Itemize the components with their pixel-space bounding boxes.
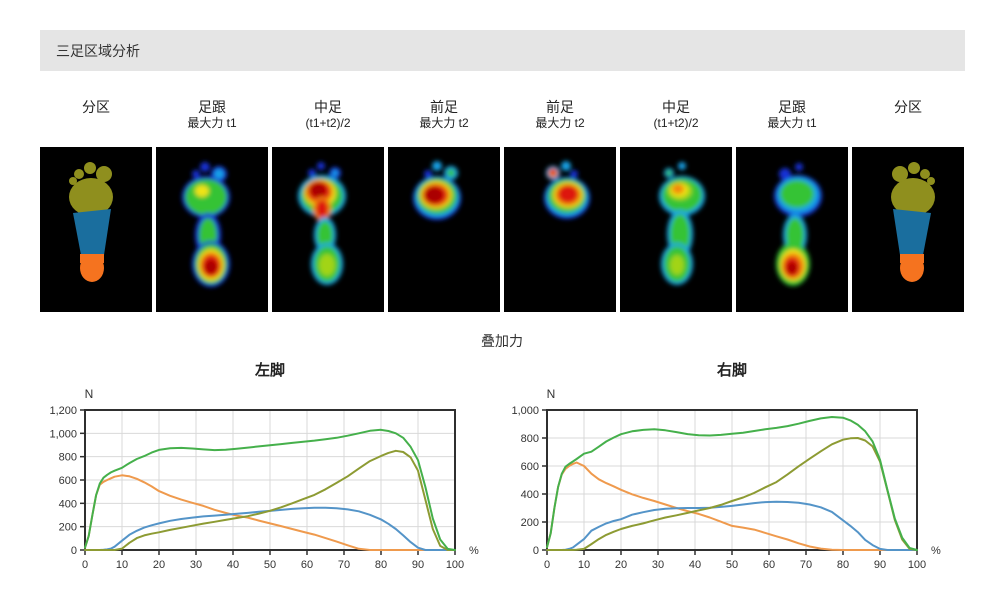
svg-text:30: 30 bbox=[652, 559, 664, 571]
svg-text:%: % bbox=[931, 545, 941, 557]
svg-text:200: 200 bbox=[59, 522, 77, 534]
foot-column-forefoot-left: 前足 最大力 t2 bbox=[388, 98, 500, 312]
foot-column-zones-right: 分区 bbox=[852, 98, 964, 312]
svg-text:200: 200 bbox=[521, 517, 539, 529]
foot-column-heel-right: 足跟 最大力 t1 bbox=[736, 98, 848, 312]
pressure-map-forefoot-left bbox=[388, 147, 500, 312]
svg-text:50: 50 bbox=[264, 559, 276, 571]
pressure-map-heel-left bbox=[156, 147, 268, 312]
svg-text:%: % bbox=[469, 545, 479, 557]
svg-text:50: 50 bbox=[726, 559, 738, 571]
section-header: 三足区域分析 bbox=[40, 30, 965, 71]
svg-text:30: 30 bbox=[190, 559, 202, 571]
foot-column-forefoot-right: 前足 最大力 t2 bbox=[504, 98, 616, 312]
svg-text:40: 40 bbox=[689, 559, 701, 571]
svg-text:80: 80 bbox=[837, 559, 849, 571]
svg-text:80: 80 bbox=[375, 559, 387, 571]
pressure-map-forefoot-right bbox=[504, 147, 616, 312]
svg-text:100: 100 bbox=[446, 559, 464, 571]
foot-column-midfoot-left: 中足 (t1+t2)/2 bbox=[272, 98, 384, 312]
zone-map-left bbox=[40, 147, 152, 312]
page-title: 三足区域分析 bbox=[56, 42, 140, 59]
chart-title-right-foot: 右脚 bbox=[716, 362, 747, 379]
pressure-map-midfoot-left bbox=[272, 147, 384, 312]
svg-text:1,000: 1,000 bbox=[511, 405, 539, 417]
svg-text:10: 10 bbox=[116, 559, 128, 571]
foot-column-subtitle bbox=[852, 116, 964, 132]
force-chart-right-foot: 0 200 400 600 800 1,000 0 10 20 30 40 50 60 70 80 90 100… bbox=[511, 387, 941, 571]
foot-column-title: 前足 bbox=[546, 99, 574, 115]
foot-column-subtitle bbox=[40, 116, 152, 132]
svg-text:90: 90 bbox=[412, 559, 424, 571]
foot-column-subtitle: (t1+t2)/2 bbox=[305, 116, 351, 130]
svg-text:20: 20 bbox=[615, 559, 627, 571]
svg-text:20: 20 bbox=[153, 559, 165, 571]
svg-text:60: 60 bbox=[301, 559, 313, 571]
svg-text:0: 0 bbox=[71, 545, 77, 557]
foot-column-title: 足跟 bbox=[198, 99, 226, 115]
svg-text:400: 400 bbox=[59, 498, 77, 510]
foot-column-subtitle: (t1+t2)/2 bbox=[653, 116, 699, 130]
foot-column-subtitle: 最大力 t2 bbox=[535, 116, 585, 130]
svg-text:600: 600 bbox=[59, 475, 77, 487]
foot-column-heel-left: 足跟 最大力 t1 bbox=[156, 98, 268, 312]
svg-text:70: 70 bbox=[800, 559, 812, 571]
svg-text:N: N bbox=[85, 387, 94, 401]
zone-map-right bbox=[852, 147, 964, 312]
foot-column-midfoot-right: 中足 (t1+t2)/2 bbox=[620, 98, 732, 312]
foot-column-title: 前足 bbox=[430, 99, 458, 115]
svg-text:0: 0 bbox=[544, 559, 550, 571]
foot-column-title: 分区 bbox=[82, 99, 110, 115]
svg-text:0: 0 bbox=[82, 559, 88, 571]
svg-text:N: N bbox=[547, 387, 556, 401]
svg-text:100: 100 bbox=[908, 559, 926, 571]
foot-column-title: 中足 bbox=[662, 99, 690, 115]
overlay-force-title: 叠加力 bbox=[481, 333, 523, 349]
svg-text:600: 600 bbox=[521, 461, 539, 473]
svg-text:60: 60 bbox=[763, 559, 775, 571]
foot-column-subtitle: 最大力 t1 bbox=[767, 116, 817, 130]
foot-columns-row: 分区 足跟 最大力 t1 中足 (t1+t2)/2 前足 最大力 t2 前足 最… bbox=[40, 98, 964, 312]
chart-title-left-foot: 左脚 bbox=[254, 362, 285, 379]
foot-column-title: 分区 bbox=[894, 99, 922, 115]
svg-text:0: 0 bbox=[533, 545, 539, 557]
svg-text:400: 400 bbox=[521, 489, 539, 501]
svg-text:800: 800 bbox=[59, 452, 77, 464]
pressure-map-midfoot-right bbox=[620, 147, 732, 312]
foot-column-subtitle: 最大力 t2 bbox=[419, 116, 469, 130]
foot-column-title: 中足 bbox=[314, 99, 342, 115]
svg-text:70: 70 bbox=[338, 559, 350, 571]
force-chart-left-foot: 0 200 400 600 800 1,000 1,200 0 10 20 30 40 50 60 70 80… bbox=[49, 387, 479, 571]
foot-column-zones-left: 分区 bbox=[40, 98, 152, 312]
svg-text:1,200: 1,200 bbox=[49, 405, 77, 417]
svg-text:40: 40 bbox=[227, 559, 239, 571]
svg-text:10: 10 bbox=[578, 559, 590, 571]
svg-text:90: 90 bbox=[874, 559, 886, 571]
pressure-map-heel-right bbox=[736, 147, 848, 312]
foot-column-title: 足跟 bbox=[778, 99, 806, 115]
svg-text:800: 800 bbox=[521, 433, 539, 445]
svg-text:1,000: 1,000 bbox=[49, 428, 77, 440]
foot-column-subtitle: 最大力 t1 bbox=[187, 116, 237, 130]
